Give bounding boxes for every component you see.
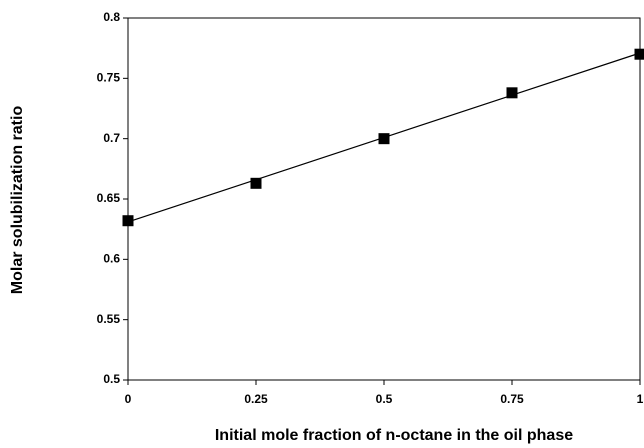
y-tick-label: 0.8 <box>103 10 120 24</box>
marker <box>634 48 644 60</box>
x-axis-title: Initial mole fraction of n-octane in the… <box>215 427 573 444</box>
x-tick-label: 0.25 <box>244 392 268 406</box>
y-axis-title: Molar solubilization ratio <box>9 106 26 295</box>
marker <box>250 177 262 189</box>
x-tick-label: 0.5 <box>376 392 393 406</box>
y-tick-label: 0.7 <box>103 131 120 145</box>
y-tick-label: 0.65 <box>97 191 121 205</box>
plot-area <box>127 17 641 381</box>
marker <box>122 215 134 227</box>
x-tick-label: 1 <box>637 392 644 406</box>
x-tick-label: 0.75 <box>500 392 524 406</box>
y-tick-label: 0.6 <box>103 252 120 266</box>
y-tick-label: 0.75 <box>97 71 121 85</box>
x-tick-label: 0 <box>125 392 132 406</box>
y-tick-label: 0.5 <box>103 372 120 386</box>
marker <box>378 133 390 145</box>
y-tick-label: 0.55 <box>97 312 121 326</box>
marker <box>506 87 518 99</box>
